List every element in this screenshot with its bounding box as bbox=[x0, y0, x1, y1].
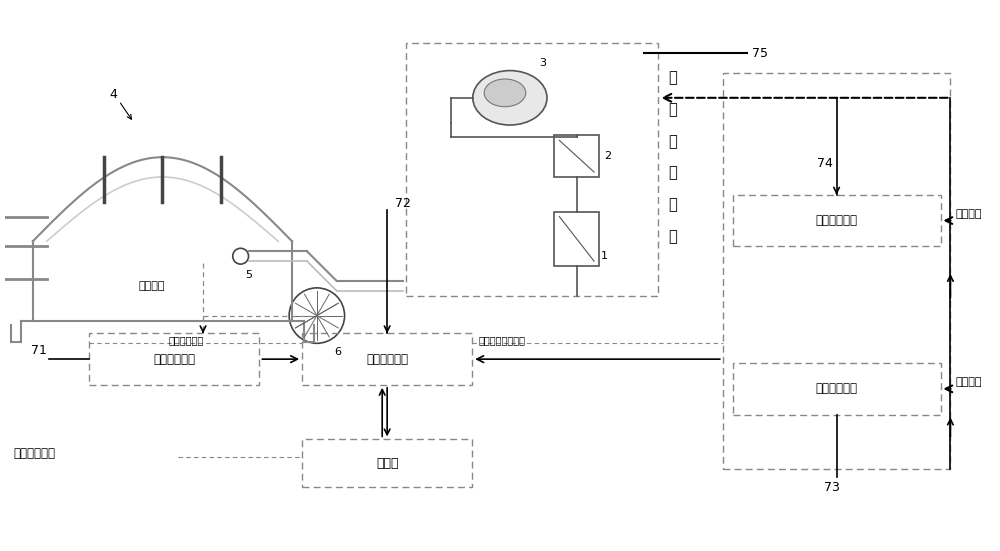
Ellipse shape bbox=[473, 71, 547, 125]
Text: 氧气流量: 氧气流量 bbox=[955, 209, 982, 219]
Ellipse shape bbox=[484, 79, 526, 107]
Text: 流量计算模块: 流量计算模块 bbox=[816, 214, 858, 227]
Text: 阶段特征信息: 阶段特征信息 bbox=[168, 336, 204, 345]
Circle shape bbox=[233, 249, 249, 264]
Text: 供: 供 bbox=[668, 71, 677, 85]
Text: 2: 2 bbox=[604, 151, 611, 161]
Text: 1: 1 bbox=[601, 251, 608, 261]
Text: 71: 71 bbox=[31, 344, 47, 357]
Text: 75: 75 bbox=[752, 47, 768, 60]
Text: 行: 行 bbox=[668, 165, 677, 181]
Text: 数据库: 数据库 bbox=[376, 457, 398, 469]
Text: 过程控制信号: 过程控制信号 bbox=[13, 447, 55, 460]
Text: 炉况信息: 炉况信息 bbox=[139, 281, 165, 291]
Text: 氧: 氧 bbox=[668, 102, 677, 117]
Text: 氧气温度: 氧气温度 bbox=[955, 377, 982, 387]
Text: 3: 3 bbox=[540, 58, 547, 68]
Text: 供氧需求特征指数: 供氧需求特征指数 bbox=[478, 336, 525, 345]
Text: 温度计算模块: 温度计算模块 bbox=[816, 382, 858, 396]
Text: 4: 4 bbox=[109, 88, 117, 101]
Text: 炉况判断模块: 炉况判断模块 bbox=[153, 353, 195, 366]
Text: 73: 73 bbox=[824, 481, 840, 494]
Text: 74: 74 bbox=[817, 157, 833, 170]
Text: 模: 模 bbox=[668, 197, 677, 212]
Text: 72: 72 bbox=[395, 197, 411, 210]
Text: 执: 执 bbox=[668, 134, 677, 149]
Text: 6: 6 bbox=[335, 347, 342, 357]
Text: 5: 5 bbox=[246, 270, 253, 280]
Text: 需求分析模块: 需求分析模块 bbox=[366, 353, 408, 366]
Circle shape bbox=[289, 288, 345, 343]
Text: 块: 块 bbox=[668, 229, 677, 244]
